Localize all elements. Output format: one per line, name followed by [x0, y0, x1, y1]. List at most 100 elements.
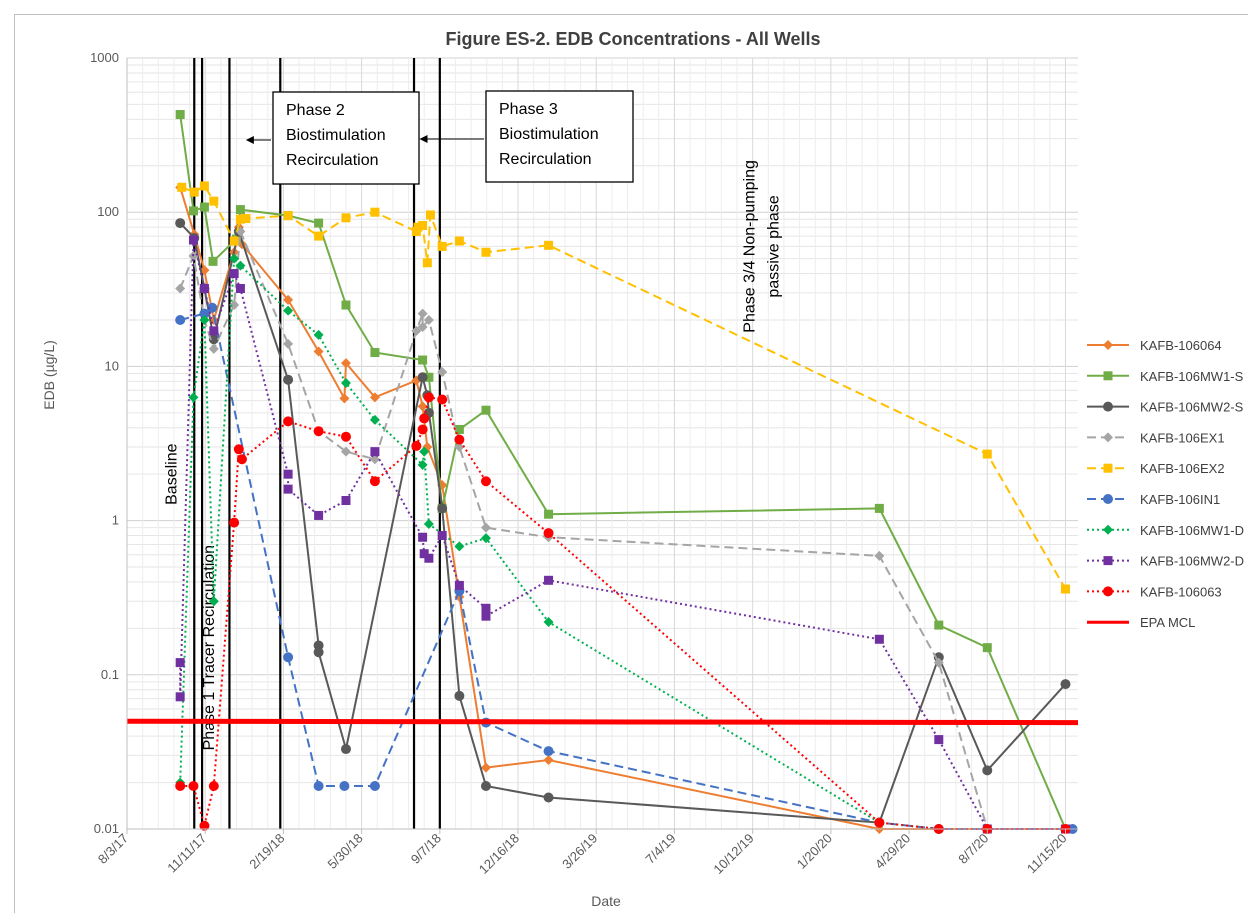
data-point	[423, 519, 434, 530]
data-point	[283, 305, 294, 316]
legend-swatch-marker	[1103, 401, 1113, 412]
data-point	[340, 744, 351, 755]
data-point	[235, 214, 245, 224]
data-point	[207, 302, 218, 313]
phase-annotation-text: Recirculation	[286, 152, 378, 169]
series-kafb-106ex2	[177, 181, 1070, 594]
data-point	[437, 531, 447, 541]
legend-label: KAFB-106MW2-D	[1140, 554, 1244, 569]
data-point	[313, 329, 324, 340]
data-point	[874, 634, 884, 644]
annotation-arrow-head	[245, 136, 254, 144]
x-tick-label: 7/4/19	[642, 831, 678, 867]
data-point	[175, 110, 185, 120]
data-point	[235, 260, 246, 271]
data-point	[369, 392, 380, 403]
data-point	[208, 343, 219, 354]
legend-entry: KAFB-106MW1-S	[1087, 369, 1244, 384]
data-point	[199, 181, 209, 191]
chart-title: Figure ES-2. EDB Concentrations - All We…	[445, 29, 820, 49]
x-tick-label: 12/16/18	[476, 831, 522, 877]
x-tick-label: 5/30/18	[324, 831, 365, 872]
data-point	[424, 372, 434, 382]
series-line	[179, 187, 1066, 830]
y-axis-label: EDB (µg/L)	[41, 340, 57, 410]
data-point	[423, 392, 434, 403]
legend-entry: KAFB-106064	[1087, 338, 1222, 353]
data-point	[209, 326, 219, 336]
phase-annotation-text: Biostimulation	[499, 126, 599, 143]
phase-annotation-text: Biostimulation	[286, 127, 386, 144]
data-point	[481, 247, 491, 257]
data-point	[874, 503, 884, 513]
data-point	[314, 231, 324, 241]
data-point	[543, 746, 554, 757]
data-point	[454, 236, 464, 246]
rotated-annotation-text: Baseline	[163, 443, 180, 504]
data-point	[283, 338, 294, 349]
data-point	[481, 405, 491, 415]
data-point	[314, 510, 324, 520]
series-kafb-106mw1-s	[175, 110, 1070, 834]
data-point	[233, 444, 244, 455]
data-point	[370, 207, 380, 217]
series-epa-mcl	[126, 718, 1079, 726]
data-point	[188, 206, 198, 216]
data-point	[417, 308, 428, 319]
data-point	[419, 446, 430, 457]
data-point	[424, 553, 434, 563]
data-point	[175, 314, 186, 325]
data-point	[544, 240, 554, 250]
series-line	[179, 306, 1073, 830]
data-point	[208, 781, 219, 792]
data-point	[481, 611, 491, 621]
data-point	[422, 258, 432, 268]
data-point	[437, 394, 448, 405]
data-point	[437, 241, 447, 251]
legend-label: KAFB-106EX2	[1140, 461, 1225, 476]
data-point	[283, 374, 294, 385]
data-point	[454, 434, 465, 445]
legend-swatch-marker	[1103, 524, 1113, 535]
x-axis-label: Date	[591, 893, 621, 909]
legend-entry: KAFB-106EX2	[1087, 461, 1225, 476]
data-point	[419, 549, 429, 559]
data-point	[543, 792, 554, 803]
data-point	[313, 781, 324, 792]
y-tick-label: 0.1	[101, 667, 119, 682]
data-point	[454, 580, 464, 590]
data-point	[283, 469, 293, 479]
legend-label: KAFB-106MW2-S	[1140, 400, 1244, 415]
data-point	[341, 213, 351, 223]
legend-swatch-marker	[1103, 556, 1113, 566]
x-tick-label: 9/7/18	[408, 831, 444, 867]
legend-entry: KAFB-106MW2-S	[1087, 400, 1244, 415]
data-point	[314, 218, 324, 228]
data-point	[199, 820, 210, 831]
legend-swatch-marker	[1103, 586, 1113, 597]
x-tick-label: 11/15/20	[1024, 831, 1070, 877]
series-line	[179, 231, 1066, 830]
phase-annotation-text: Recirculation	[499, 151, 591, 168]
x-tick-label: 4/29/20	[872, 831, 913, 872]
data-point	[340, 446, 351, 457]
x-tick-label: 1/20/20	[794, 831, 835, 872]
data-point	[313, 647, 324, 658]
data-point	[283, 652, 294, 663]
annotation-arrow-head	[419, 135, 428, 143]
data-point	[283, 484, 293, 494]
data-point	[423, 314, 434, 325]
data-point	[235, 284, 245, 294]
data-point	[283, 294, 294, 305]
data-point	[208, 334, 219, 345]
legend-label: KAFB-106EX1	[1140, 430, 1225, 445]
data-point	[480, 533, 491, 544]
legend-label: KAFB-106064	[1140, 338, 1222, 353]
phase-annotation-text: Phase 2	[286, 102, 345, 119]
data-point	[313, 346, 324, 357]
data-point	[340, 358, 351, 369]
data-point	[418, 355, 428, 365]
x-tick-label: 3/26/19	[559, 831, 600, 872]
data-point	[339, 393, 350, 404]
legend-swatch-marker	[1103, 371, 1113, 381]
